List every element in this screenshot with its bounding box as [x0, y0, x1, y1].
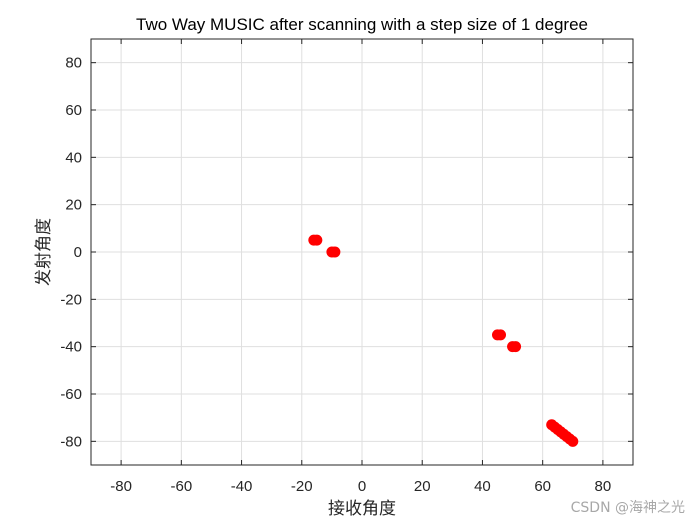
x-tick-label: -20 [291, 478, 313, 495]
y-tick-label: 40 [65, 149, 82, 166]
data-point [510, 341, 522, 353]
x-tick-label: 40 [474, 478, 491, 495]
tick-marks [91, 39, 633, 465]
x-tick-labels: -80 -60 -40 -20 0 20 40 60 80 [110, 478, 611, 495]
x-tick-label: 80 [595, 478, 612, 495]
y-tick-labels: 80 60 40 20 0 -20 -40 -60 -80 [60, 55, 82, 451]
data-point [495, 329, 507, 341]
y-tick-label: -20 [60, 291, 82, 308]
x-tick-label: 60 [534, 478, 551, 495]
y-tick-label: -60 [60, 386, 82, 403]
y-tick-label: 20 [65, 197, 82, 214]
x-tick-label: -40 [231, 478, 253, 495]
data-point [567, 435, 579, 447]
x-tick-label: -60 [170, 478, 192, 495]
x-tick-label: -80 [110, 478, 132, 495]
scatter-points [308, 234, 579, 447]
y-tick-label: 80 [65, 55, 82, 72]
watermark: CSDN @海神之光 [571, 500, 685, 516]
y-axis-label: 发射角度 [34, 218, 54, 286]
x-axis-label: 接收角度 [328, 499, 396, 519]
data-point [311, 234, 323, 246]
y-tick-label: -40 [60, 339, 82, 356]
y-tick-label: 0 [74, 244, 82, 261]
chart-title: Two Way MUSIC after scanning with a step… [136, 15, 588, 34]
data-point [329, 246, 341, 258]
grid-lines [91, 39, 633, 465]
y-tick-label: 60 [65, 102, 82, 119]
y-tick-label: -80 [60, 433, 82, 450]
x-tick-label: 20 [414, 478, 431, 495]
x-tick-label: 0 [358, 478, 366, 495]
